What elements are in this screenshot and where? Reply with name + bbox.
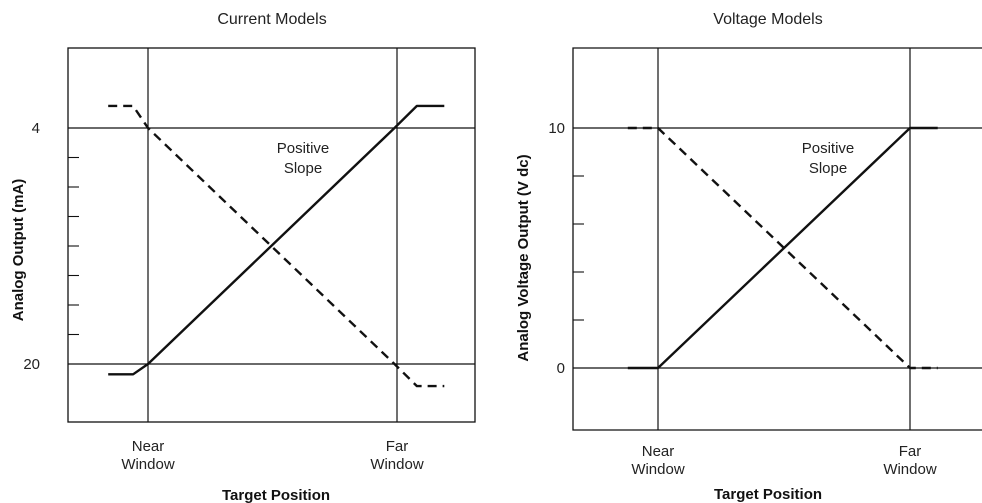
voltage-minor-ticks (573, 175, 584, 321)
current-y-axis-label: Analog Output (mA) (10, 179, 27, 321)
current-models-title: Current Models (217, 11, 326, 28)
current-series-group (108, 104, 445, 388)
current-dashed-series-line (108, 104, 445, 388)
voltage-annotation-line2: Slope (809, 160, 847, 177)
current-annotation-line1: Positive (277, 140, 330, 157)
voltage-ytick-label-10: 10 (548, 120, 565, 137)
voltage-solid-series-line (627, 126, 938, 370)
voltage-y-axis-label: Analog Voltage Output (V dc) (515, 154, 532, 361)
current-models-panel: Current Models 4 20 Analog Output (mA) N… (10, 11, 476, 503)
current-plot-frame (67, 47, 476, 423)
current-annotation-line2: Slope (284, 160, 322, 177)
voltage-series-group (627, 126, 938, 370)
voltage-dashed-series-line (627, 126, 938, 370)
current-near-window-label: Near Window (121, 438, 175, 473)
current-far-window-label: Far Window (370, 438, 424, 473)
current-ytick-label-4: 20 (23, 356, 40, 373)
voltage-plot-frame (572, 47, 982, 431)
voltage-x-axis-label: Target Position (714, 486, 822, 503)
voltage-near-window-label: Near Window (631, 443, 685, 478)
current-solid-series-line (108, 104, 445, 376)
voltage-models-panel: Voltage Models 0 10 Analog Voltage Outpu… (515, 11, 982, 503)
current-x-axis-label: Target Position (222, 487, 330, 503)
voltage-far-window-label: Far Window (883, 443, 937, 478)
voltage-ytick-label-0: 0 (557, 360, 565, 377)
voltage-annotation-line1: Positive (802, 140, 855, 157)
current-ytick-label-20: 4 (32, 120, 40, 137)
current-minor-ticks (68, 156, 79, 336)
voltage-models-title: Voltage Models (713, 11, 822, 28)
